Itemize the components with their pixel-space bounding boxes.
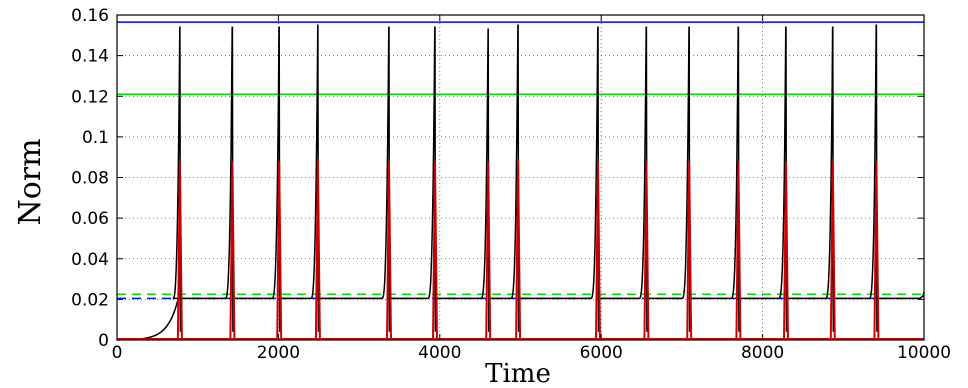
series-layer [117, 21, 925, 341]
red-spike [686, 161, 693, 341]
series-line-black [117, 24, 925, 341]
x-tick-label: 8000 [741, 343, 784, 363]
y-tick-label: 0.14 [71, 47, 109, 67]
red-spike [485, 161, 492, 341]
y-tick-label: 0.1 [82, 128, 109, 148]
y-tick-label: 0.08 [71, 169, 109, 189]
y-tick-label: 0 [98, 331, 109, 351]
y-tick-label: 0.06 [71, 209, 109, 229]
grid [117, 15, 924, 340]
x-tick-label: 6000 [580, 343, 623, 363]
red-spike [176, 161, 183, 341]
y-tick-label: 0.12 [71, 87, 109, 107]
x-tick-label: 10000 [897, 343, 951, 363]
x-tick-label: 2000 [257, 343, 300, 363]
red-spike [314, 159, 321, 341]
red-spike [595, 161, 601, 341]
y-tick-label: 0.02 [71, 290, 109, 310]
red-spike [829, 161, 836, 341]
x-tick-label: 4000 [418, 343, 461, 363]
ticks: 0 2000 4000 6000 8000 10000 0 0.02 0.04 0.06 0.08 0… [71, 6, 951, 363]
red-spike [735, 161, 742, 341]
red-spike [515, 159, 522, 341]
y-axis-title: Norm [13, 138, 48, 225]
red-spike [873, 161, 880, 341]
x-axis-title: Time [485, 359, 551, 388]
red-spike [783, 161, 789, 341]
red-spike [276, 161, 283, 341]
red-spike [386, 161, 392, 341]
red-spike [229, 161, 236, 341]
x-tick-label: 0 [112, 343, 123, 363]
red-spike [643, 161, 650, 341]
y-tick-label: 0.16 [71, 6, 109, 26]
y-tick-label: 0.04 [71, 250, 109, 270]
red-spike [432, 161, 438, 341]
